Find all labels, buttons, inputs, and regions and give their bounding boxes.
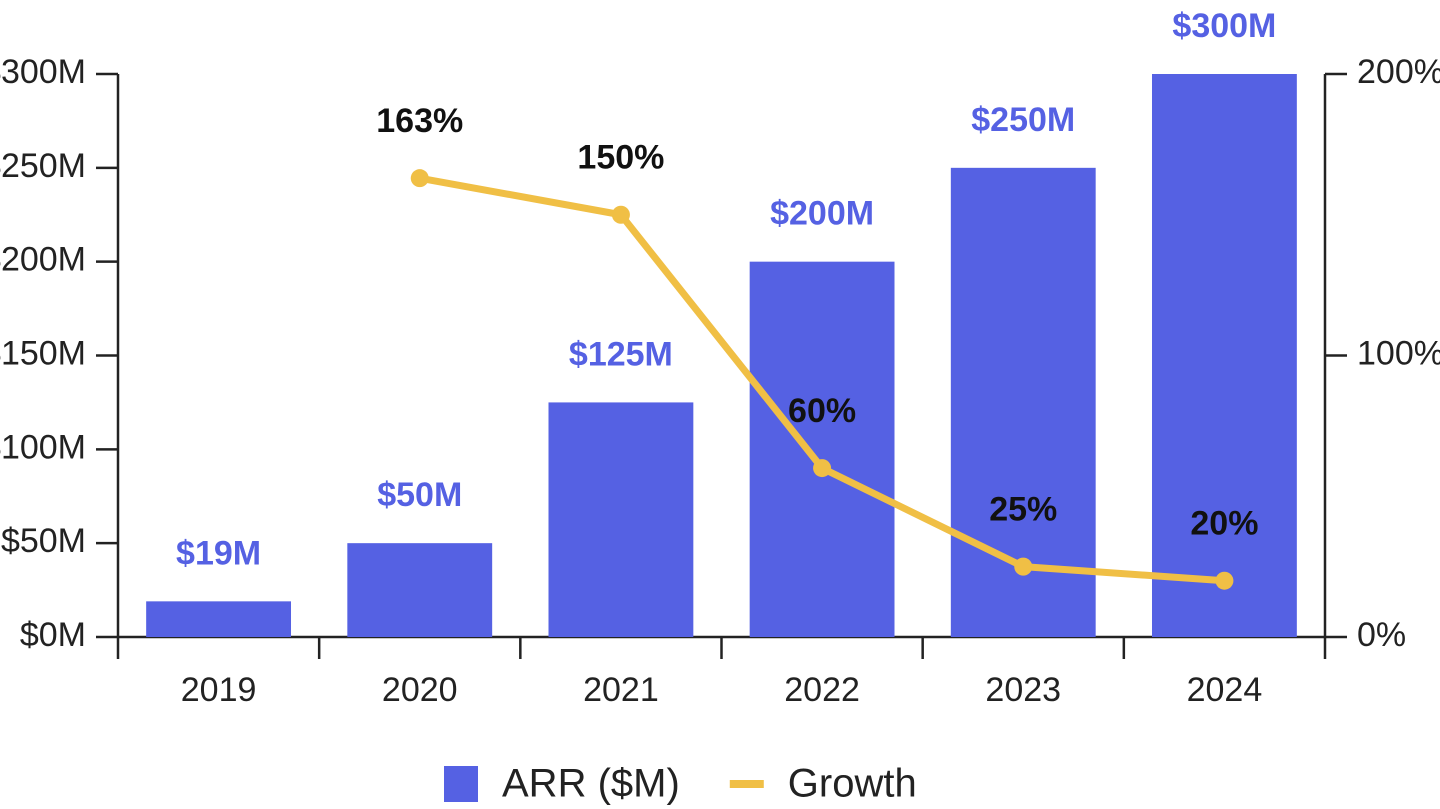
x-tick-label: 2021 <box>583 671 659 709</box>
bar <box>347 543 493 637</box>
bar-value-label: $50M <box>377 476 462 514</box>
bar <box>146 601 292 637</box>
growth-point <box>410 169 429 188</box>
legend-label: Growth <box>788 762 917 806</box>
bar-value-label: $300M <box>1172 7 1276 45</box>
y2-tick-label: 200% <box>1357 53 1440 91</box>
y-tick-label: $300M <box>0 53 86 91</box>
growth-value-label: 25% <box>989 491 1057 529</box>
bar <box>548 402 694 637</box>
y-tick-label: $200M <box>0 241 86 279</box>
growth-value-label: 20% <box>1190 505 1258 543</box>
growth-point <box>1014 557 1033 576</box>
bar-value-label: $19M <box>176 534 261 572</box>
x-tick-label: 2022 <box>784 671 860 709</box>
bar <box>1151 74 1297 637</box>
x-tick-label: 2024 <box>1187 671 1263 709</box>
bar-value-label: $125M <box>569 335 673 373</box>
bar-value-label: $250M <box>971 101 1075 139</box>
x-tick-label: 2019 <box>181 671 257 709</box>
growth-point <box>813 459 832 478</box>
growth-value-label: 163% <box>376 102 463 140</box>
y-tick-label: $100M <box>0 428 86 466</box>
y2-tick-label: 0% <box>1357 616 1406 654</box>
legend-swatch <box>729 780 764 788</box>
x-tick-label: 2023 <box>985 671 1061 709</box>
y-tick-label: $150M <box>0 334 86 372</box>
legend-label: ARR ($M) <box>502 762 680 806</box>
legend-swatch <box>444 766 478 802</box>
y2-tick-label: 100% <box>1357 334 1440 372</box>
growth-value-label: 60% <box>788 392 856 430</box>
x-tick-label: 2020 <box>382 671 458 709</box>
bar <box>749 261 895 637</box>
bar-value-label: $200M <box>770 195 874 233</box>
y-tick-label: $50M <box>1 522 86 560</box>
y-tick-label: $0M <box>20 616 86 654</box>
y-tick-label: $250M <box>0 147 86 185</box>
growth-point <box>611 205 630 224</box>
growth-value-label: 150% <box>577 139 664 177</box>
growth-point <box>1215 571 1234 590</box>
